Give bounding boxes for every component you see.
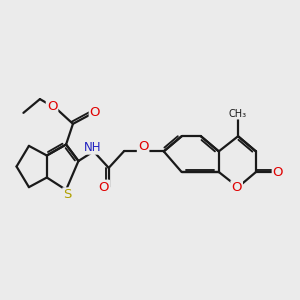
Text: O: O (273, 166, 283, 178)
Text: O: O (90, 106, 100, 119)
Text: O: O (138, 140, 148, 153)
Text: CH₃: CH₃ (229, 109, 247, 119)
Text: S: S (63, 188, 72, 201)
Text: O: O (98, 181, 109, 194)
Text: O: O (47, 100, 57, 113)
Text: NH: NH (83, 141, 101, 154)
Text: O: O (231, 181, 242, 194)
